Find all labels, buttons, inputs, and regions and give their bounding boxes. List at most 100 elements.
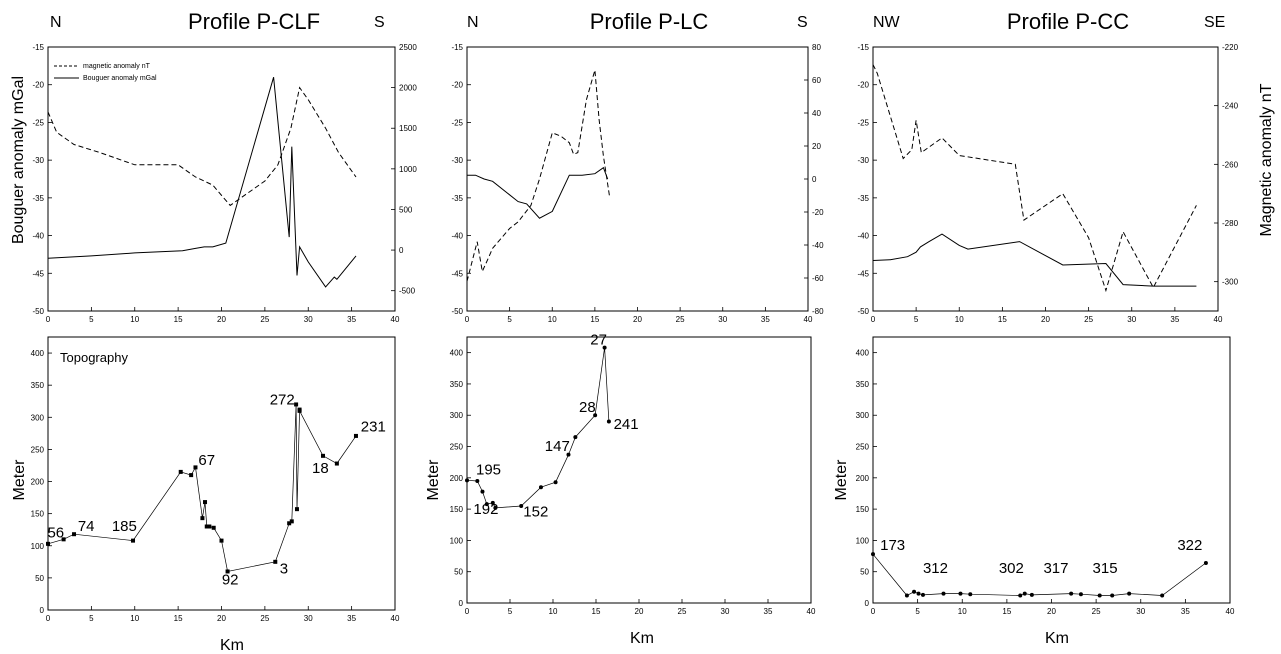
topography-point — [1022, 591, 1027, 596]
y-tick-label: 400 — [31, 349, 45, 358]
profile-1-title: Profile P-CLF — [188, 9, 320, 34]
y2-tick-label: 80 — [812, 43, 821, 52]
topography-point — [1160, 593, 1165, 598]
y-tick-label: 300 — [450, 411, 464, 420]
y-tick-label: 100 — [31, 542, 45, 551]
topography-point — [131, 538, 136, 543]
x-tick-label: 40 — [1226, 607, 1235, 616]
station-label: 27 — [590, 332, 607, 349]
x-tick-label: 15 — [998, 315, 1007, 324]
topography-point — [1029, 592, 1034, 597]
station-label: 18 — [312, 460, 329, 477]
x-tick-label: 30 — [304, 315, 313, 324]
topography-point — [1127, 591, 1132, 596]
topography-line — [47, 404, 357, 572]
topography-point — [297, 408, 302, 413]
bouguer-anomaly-line — [47, 77, 357, 288]
x-tick-label: 20 — [1041, 315, 1050, 324]
x-tick-label: 0 — [465, 315, 470, 324]
station-label: 3 — [280, 560, 288, 577]
topography-point — [480, 489, 485, 494]
topography-point — [294, 507, 299, 512]
topography-point — [968, 592, 973, 597]
y2-tick-label: 2500 — [399, 43, 417, 52]
y2-tick-label: -20 — [812, 208, 824, 217]
topography-point — [553, 480, 558, 485]
x-tick-label: 10 — [130, 315, 139, 324]
profile-3-title: Profile P-CC — [1007, 9, 1129, 34]
y-tick-label: 150 — [856, 505, 870, 514]
profile-1-dir-left: N — [50, 14, 62, 31]
y2-tick-label: -40 — [812, 241, 824, 250]
station-label: 147 — [545, 438, 570, 455]
x-tick-label: 40 — [1214, 315, 1223, 324]
km-x-axis-label-3: Km — [1045, 630, 1069, 647]
topography-point — [465, 478, 469, 483]
y-tick-label: 150 — [31, 510, 45, 519]
topography-point — [920, 592, 925, 597]
topography-point — [606, 419, 611, 424]
topography-point — [1018, 593, 1023, 598]
plots: 0 5 10 15 20 25 30 35 40-50-45-40-35-30-25-20-15… — [31, 43, 1239, 623]
profile-2-title: Profile P-LC — [590, 9, 709, 34]
topography-point — [1097, 593, 1102, 598]
topography-point — [207, 524, 212, 529]
y2-tick-label: 20 — [812, 142, 821, 151]
x-tick-label: 30 — [304, 614, 313, 623]
station-label: 322 — [1177, 537, 1202, 554]
topography-point — [484, 502, 489, 507]
topography-point — [493, 505, 498, 510]
y-tick-label: -30 — [451, 156, 463, 165]
x-tick-label: 35 — [761, 315, 770, 324]
y-tick-label: 400 — [856, 349, 870, 358]
x-tick-label: 15 — [592, 607, 601, 616]
plot-frame — [466, 46, 809, 312]
y-tick-label: 250 — [450, 443, 464, 452]
topography-point — [573, 435, 578, 440]
y-tick-label: 100 — [450, 536, 464, 545]
topography-point — [289, 519, 294, 524]
x-tick-label: 35 — [1181, 607, 1190, 616]
y-tick-label: 200 — [450, 474, 464, 483]
y-tick-label: 200 — [856, 474, 870, 483]
station-label: 56 — [47, 524, 64, 541]
y-tick-label: -40 — [451, 232, 463, 241]
topography-label: Topography — [60, 350, 128, 365]
x-tick-label: 40 — [804, 315, 813, 324]
y2-tick-label: 0 — [812, 175, 817, 184]
topography-point — [958, 591, 963, 596]
y2-tick-label: 60 — [812, 76, 821, 85]
plot-frame — [466, 336, 812, 604]
x-tick-label: 20 — [1047, 607, 1056, 616]
y-tick-label: -35 — [857, 194, 869, 203]
y-tick-label: 350 — [31, 381, 45, 390]
x-tick-label: 25 — [260, 614, 269, 623]
y-tick-label: -25 — [451, 118, 463, 127]
x-tick-label: 35 — [347, 315, 356, 324]
profile-3-dir-right: SE — [1204, 14, 1225, 31]
profile-2-dir-left: N — [467, 14, 479, 31]
station-label: 92 — [222, 571, 239, 588]
km-x-axis-label-1: Km — [220, 637, 244, 654]
x-tick-label: 10 — [549, 607, 558, 616]
x-tick-label: 35 — [347, 614, 356, 623]
bouguer-anomaly-line — [872, 233, 1197, 287]
x-tick-label: 30 — [718, 315, 727, 324]
y-tick-label: -15 — [32, 43, 44, 52]
x-tick-label: 5 — [914, 315, 919, 324]
chart-panel-4: 0 5 10 15 20 25 30 35 40050100150200250300350400… — [31, 336, 400, 623]
chart-panel-2: 0 5 10 15 20 25 30 35 40 -50 -45 -40 -35 -30 -25 -20 -15… — [451, 43, 824, 324]
y-tick-label: -25 — [857, 118, 869, 127]
topography-point — [912, 589, 917, 594]
x-tick-label: 20 — [217, 614, 226, 623]
x-tick-label: 25 — [1084, 315, 1093, 324]
x-tick-label: 30 — [721, 607, 730, 616]
topography-point — [538, 485, 543, 490]
x-tick-label: 40 — [807, 607, 816, 616]
y-tick-label: -25 — [32, 118, 44, 127]
y2-tick-label: -80 — [812, 307, 824, 316]
y2-tick-label: -260 — [1222, 160, 1239, 169]
y2-tick-label: 1000 — [399, 165, 417, 174]
topography-point — [353, 433, 358, 438]
